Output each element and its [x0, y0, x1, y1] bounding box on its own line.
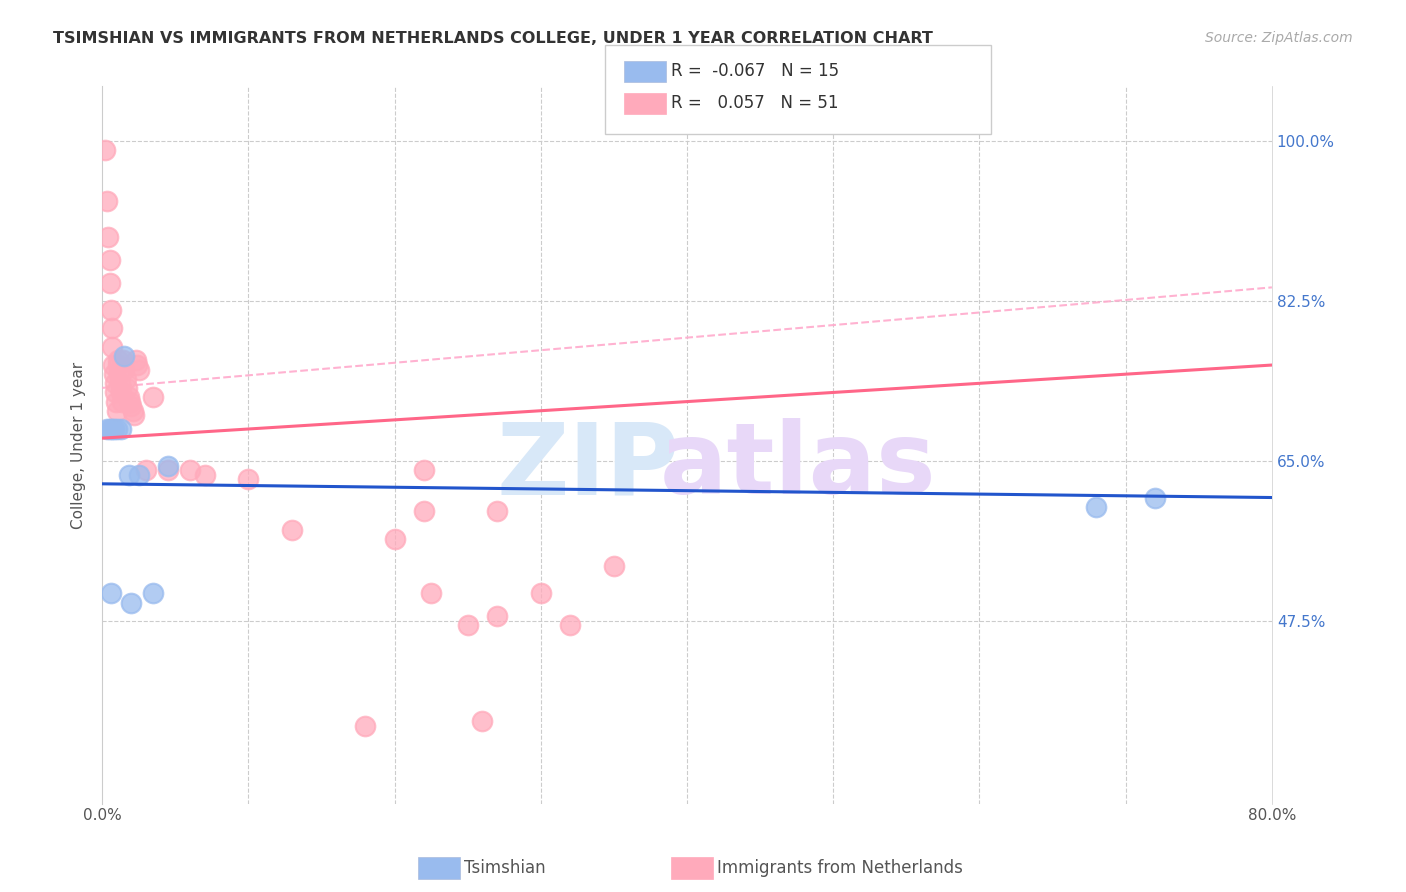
Text: R =   0.057   N = 51: R = 0.057 N = 51	[671, 95, 838, 112]
Text: atlas: atlas	[659, 418, 936, 515]
Point	[103, 367, 125, 381]
Point	[156, 463, 179, 477]
Point	[112, 362, 135, 376]
Point	[100, 303, 122, 318]
Text: Source: ZipAtlas.com: Source: ZipAtlas.com	[1205, 31, 1353, 45]
Point	[105, 403, 128, 417]
Point	[94, 144, 117, 158]
Point	[98, 422, 121, 436]
Point	[96, 422, 118, 436]
Point	[97, 230, 120, 244]
Point	[485, 504, 508, 518]
Point	[105, 394, 128, 409]
Point	[384, 532, 406, 546]
Point	[104, 385, 127, 400]
Point	[101, 358, 124, 372]
Text: R =  -0.067   N = 15: R = -0.067 N = 15	[671, 62, 839, 80]
Text: Tsimshian: Tsimshian	[464, 859, 546, 877]
Text: ZIP: ZIP	[496, 418, 679, 515]
Point	[118, 394, 141, 409]
Point	[142, 586, 165, 600]
Point	[457, 618, 479, 632]
Point	[112, 349, 135, 363]
Point	[135, 463, 157, 477]
Point	[127, 358, 149, 372]
Point	[108, 376, 131, 391]
Point	[98, 276, 121, 290]
Point	[107, 353, 129, 368]
Point	[128, 467, 150, 482]
Point	[103, 422, 125, 436]
Point	[96, 194, 118, 208]
Point	[281, 523, 304, 537]
Point	[193, 467, 215, 482]
Point	[558, 618, 581, 632]
Point	[117, 467, 139, 482]
Point	[125, 353, 148, 368]
Point	[530, 586, 553, 600]
Text: Immigrants from Netherlands: Immigrants from Netherlands	[717, 859, 963, 877]
Point	[101, 340, 124, 354]
Point	[100, 321, 122, 335]
Point	[101, 422, 124, 436]
Point	[111, 394, 134, 409]
Point	[110, 422, 132, 436]
Point	[1143, 491, 1166, 505]
Point	[354, 719, 377, 733]
Point	[142, 390, 165, 404]
Point	[1085, 500, 1108, 514]
Point	[412, 463, 434, 477]
Point	[603, 559, 626, 574]
Point	[120, 399, 142, 413]
Y-axis label: College, Under 1 year: College, Under 1 year	[72, 361, 86, 529]
Point	[114, 372, 136, 386]
Point	[104, 376, 127, 391]
Point	[420, 586, 443, 600]
Point	[117, 390, 139, 404]
Point	[115, 381, 138, 395]
Point	[122, 403, 145, 417]
Point	[124, 409, 146, 423]
Point	[128, 362, 150, 376]
Text: TSIMSHIAN VS IMMIGRANTS FROM NETHERLANDS COLLEGE, UNDER 1 YEAR CORRELATION CHART: TSIMSHIAN VS IMMIGRANTS FROM NETHERLANDS…	[53, 31, 934, 46]
Point	[105, 422, 128, 436]
Point	[100, 586, 122, 600]
Point	[412, 504, 434, 518]
Point	[238, 472, 260, 486]
Point	[108, 367, 131, 381]
Point	[471, 714, 494, 729]
Point	[179, 463, 201, 477]
Point	[156, 458, 179, 473]
Point	[110, 385, 132, 400]
Point	[485, 609, 508, 624]
Point	[98, 252, 121, 267]
Point	[107, 358, 129, 372]
Point	[120, 596, 142, 610]
Point	[111, 353, 134, 368]
